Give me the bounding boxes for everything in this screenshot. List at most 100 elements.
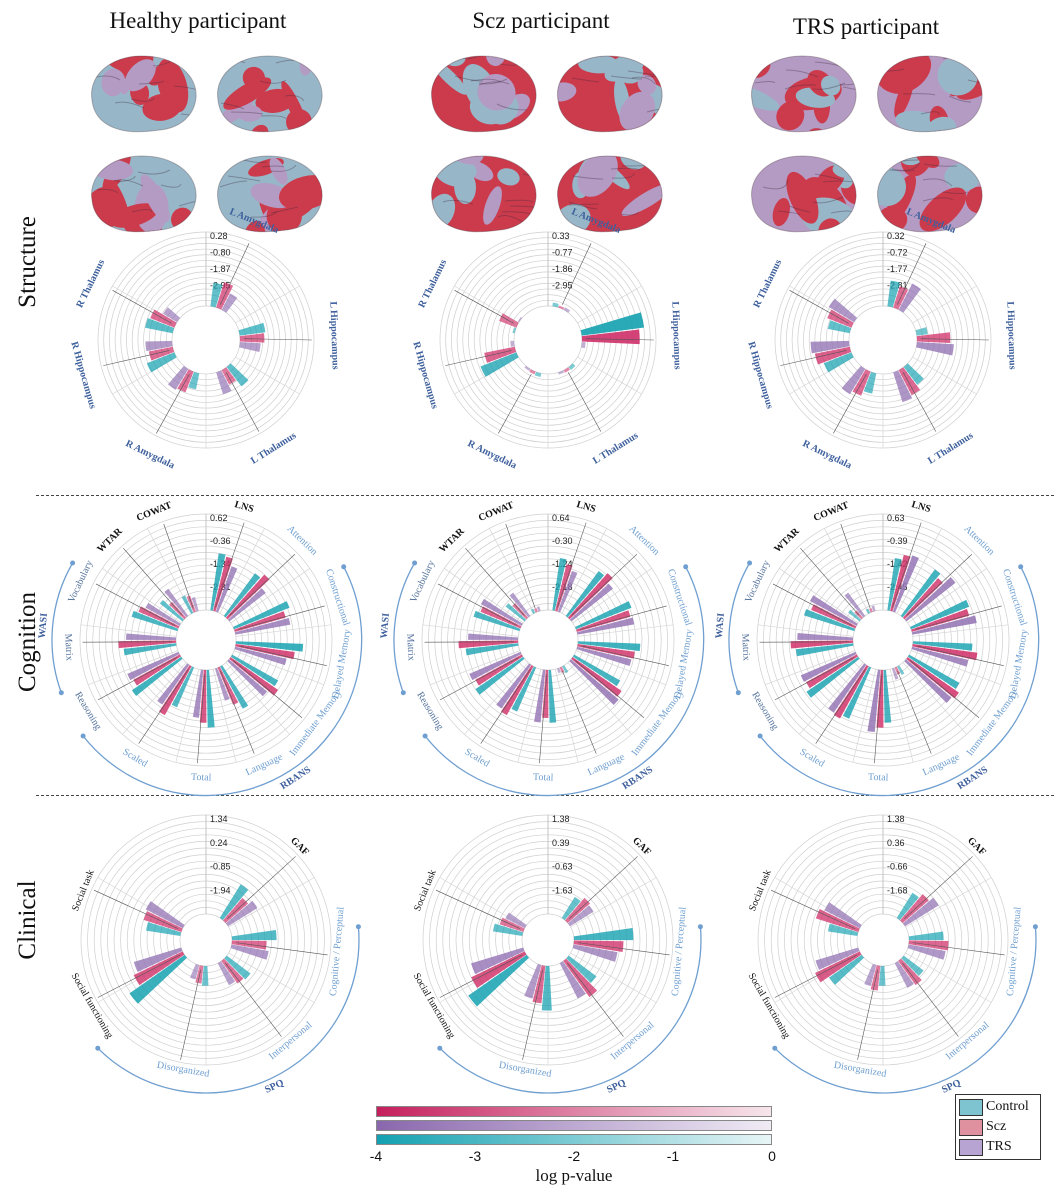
bar-trs — [907, 944, 946, 960]
grid-spoke — [577, 356, 642, 395]
bar-control — [903, 363, 924, 385]
reference-line — [498, 374, 532, 434]
category-label: Language — [586, 751, 627, 778]
category-label: Interpersonal — [944, 1020, 992, 1062]
bar-trs — [509, 592, 531, 618]
bar-control — [561, 896, 581, 921]
category-label: Immediate Memory — [288, 688, 345, 758]
bar-trs — [844, 592, 866, 618]
group-arc — [82, 566, 363, 797]
bar-trs — [127, 651, 180, 681]
colorbar-scz — [376, 1106, 772, 1117]
brain-rendering — [557, 55, 663, 133]
bar-scz — [790, 640, 854, 649]
legend-item-scz: Scz — [959, 1117, 1037, 1137]
group-arc — [728, 562, 751, 693]
bar-control — [223, 573, 261, 618]
category-label: Constructional — [1000, 568, 1029, 628]
group-arc-end — [697, 924, 703, 930]
bar-scz — [225, 574, 270, 620]
bar-trs — [810, 340, 850, 354]
bar-trs — [894, 961, 914, 988]
bar-scz — [833, 665, 869, 719]
reference-line — [774, 657, 854, 701]
reference-line — [163, 523, 194, 609]
tick-label: -0.36 — [210, 536, 231, 546]
grid-spoke — [554, 669, 579, 763]
category-label: GAF — [965, 835, 988, 858]
group-arc-end — [747, 560, 753, 566]
bar-trs — [557, 570, 578, 613]
reference-line — [156, 374, 190, 434]
legend-label-scz: Scz — [986, 1119, 1007, 1134]
grid-spoke — [230, 568, 310, 624]
bar-trs — [828, 298, 858, 323]
bar-trs — [215, 566, 238, 613]
bar-scz — [195, 965, 204, 984]
group-arc — [97, 926, 360, 1094]
reference-line — [445, 350, 512, 366]
category-label: R Amygdala — [801, 438, 854, 471]
category-label: Language — [921, 751, 962, 778]
bar-control — [887, 558, 902, 611]
grid-spoke — [852, 669, 877, 763]
colorbar-trs — [376, 1120, 772, 1131]
grid-spoke — [228, 952, 315, 1003]
tick-label: -0.66 — [887, 862, 908, 872]
bar-control — [908, 931, 944, 941]
bar-scz — [532, 965, 546, 1004]
bar-control — [206, 669, 215, 728]
row-title-cognition: Cognition — [14, 592, 41, 693]
bar-control — [910, 599, 970, 630]
bar-trs — [904, 577, 956, 622]
brain-rendering — [751, 155, 857, 233]
bar-trs — [230, 944, 269, 960]
bar-control — [511, 666, 537, 712]
bar-trs — [828, 663, 867, 713]
grid-spoke — [88, 650, 179, 686]
category-label: Language — [244, 751, 285, 778]
bar-scz — [581, 329, 640, 345]
bar-trs — [214, 667, 230, 701]
grid-spoke — [905, 877, 992, 928]
bar-control — [210, 553, 226, 611]
bar-scz — [158, 665, 192, 716]
category-label: Attention — [962, 523, 997, 557]
colorbar-tick: -4 — [369, 1148, 383, 1164]
bar-control — [468, 954, 530, 1007]
category-label: R Thalamus — [74, 258, 107, 310]
reference-line — [906, 554, 973, 616]
reference-line — [93, 889, 179, 930]
bar-trs — [157, 663, 190, 705]
group-arc-end — [735, 690, 741, 696]
bar-control — [842, 666, 872, 719]
bar-trs — [167, 365, 189, 390]
tick-label: -0.30 — [552, 536, 573, 546]
bar-trs — [569, 583, 613, 622]
bar-scz — [815, 951, 862, 983]
group-label: WASI — [714, 612, 727, 639]
category-label: R Hippocampus — [745, 340, 775, 410]
bar-scz — [869, 608, 873, 613]
bar-trs — [824, 902, 862, 929]
bar-control — [238, 322, 266, 336]
bar-control — [552, 558, 567, 611]
reference-line — [789, 290, 849, 324]
brain-rendering — [877, 155, 983, 233]
reference-line — [465, 548, 525, 616]
category-label: Reasoning — [414, 690, 445, 732]
bar-trs — [534, 669, 546, 723]
reference-line — [574, 660, 645, 718]
category-label: L Amygdala — [228, 206, 280, 236]
bar-scz — [814, 346, 852, 365]
reference-line — [435, 889, 521, 930]
tick-label: 0.24 — [210, 838, 228, 848]
bar-trs — [556, 667, 561, 674]
grid-spoke — [102, 568, 182, 624]
category-label: Total — [533, 772, 554, 784]
category-label: Interpersonal — [609, 1020, 657, 1062]
bar-trs — [225, 900, 258, 927]
grid-spoke — [464, 662, 529, 735]
bar-scz — [573, 940, 624, 952]
bar-control — [806, 656, 860, 698]
